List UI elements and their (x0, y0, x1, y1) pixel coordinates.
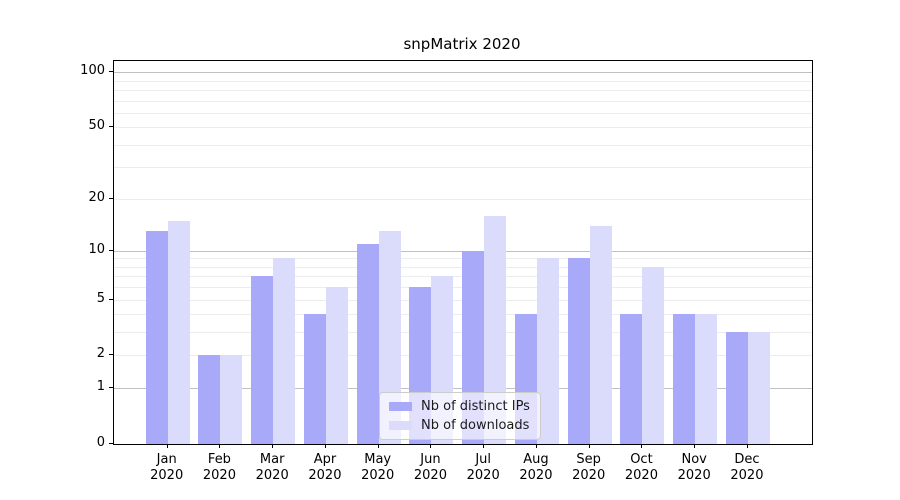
x-tick-label-jan: Jan 2020 (150, 452, 184, 483)
x-tick-mark (641, 444, 643, 448)
x-tick-label-oct: Oct 2020 (624, 452, 658, 483)
bar-nb-of-downloads-sep (589, 225, 612, 444)
grid-line-minor (114, 144, 812, 146)
plot-area: Nb of distinct IPs Nb of downloads (113, 60, 813, 445)
y-tick-label: 2 (96, 346, 105, 362)
bar-nb-of-distinct-ips-dec (725, 332, 748, 444)
x-tick-mark (483, 444, 485, 448)
legend-label-downloads: Nb of downloads (421, 418, 530, 433)
x-tick-label-nov: Nov 2020 (677, 452, 711, 483)
bar-nb-of-downloads-oct (642, 266, 665, 444)
grid-line-major (114, 72, 812, 74)
chart-title: snpMatrix 2020 (403, 35, 521, 53)
bar-nb-of-distinct-ips-mar (251, 276, 274, 444)
x-tick-label-apr: Apr 2020 (308, 452, 342, 483)
bar-nb-of-distinct-ips-feb (198, 355, 221, 444)
legend-swatch-distinct-ips (389, 402, 412, 411)
y-tick-mark (109, 443, 113, 444)
bar-nb-of-distinct-ips-apr (303, 314, 326, 444)
bar-nb-of-distinct-ips-sep (567, 258, 590, 444)
x-tick-mark (535, 444, 537, 448)
x-tick-label-may: May 2020 (361, 452, 395, 483)
bar-nb-of-downloads-mar (273, 258, 296, 444)
legend-item-downloads: Nb of downloads (389, 418, 530, 433)
y-tick-label: 5 (96, 290, 105, 306)
grid-line-minor (114, 198, 812, 200)
y-tick-label: 100 (80, 63, 105, 79)
x-tick-mark (166, 444, 168, 448)
x-tick-mark (588, 444, 590, 448)
x-tick-mark (377, 444, 379, 448)
x-tick-label-jun: Jun 2020 (413, 452, 447, 483)
bar-nb-of-distinct-ips-jan (145, 231, 168, 444)
grid-line-minor (114, 80, 812, 82)
x-tick-mark (430, 444, 432, 448)
x-tick-label-dec: Dec 2020 (730, 452, 764, 483)
x-tick-mark (324, 444, 326, 448)
grid-line-minor (114, 112, 812, 114)
bar-nb-of-downloads-dec (747, 332, 770, 444)
legend-item-distinct-ips: Nb of distinct IPs (389, 399, 530, 414)
y-tick-mark (109, 71, 113, 73)
y-tick-label: 0 (96, 435, 105, 450)
y-tick-label: 1 (96, 379, 105, 395)
bar-nb-of-downloads-feb (220, 355, 243, 444)
x-tick-mark (746, 444, 748, 448)
y-tick-label: 10 (88, 241, 105, 257)
x-tick-mark (272, 444, 274, 448)
grid-line-minor (114, 127, 812, 129)
bar-nb-of-distinct-ips-oct (620, 314, 643, 444)
y-tick-mark (109, 197, 113, 199)
grid-line-minor (114, 100, 812, 102)
bar-nb-of-downloads-may (378, 231, 401, 444)
grid-line-minor (114, 167, 812, 169)
bar-nb-of-downloads-aug (536, 258, 559, 444)
bar-nb-of-downloads-nov (695, 314, 718, 444)
bar-nb-of-distinct-ips-nov (673, 314, 696, 444)
y-tick-mark (109, 298, 113, 300)
y-tick-label: 50 (88, 118, 105, 134)
x-tick-label-sep: Sep 2020 (572, 452, 606, 483)
y-tick-mark (109, 249, 113, 251)
x-tick-mark (694, 444, 696, 448)
x-tick-label-mar: Mar 2020 (255, 452, 289, 483)
y-tick-mark (109, 126, 113, 128)
bar-nb-of-downloads-apr (325, 287, 348, 444)
x-tick-label-aug: Aug 2020 (519, 452, 553, 483)
y-tick-label: 20 (88, 189, 105, 205)
y-tick-mark (109, 354, 113, 356)
x-tick-label-jul: Jul 2020 (466, 452, 500, 483)
legend-label-distinct-ips: Nb of distinct IPs (421, 399, 530, 414)
x-tick-mark (219, 444, 221, 448)
grid-line-minor (114, 89, 812, 91)
x-tick-label-feb: Feb 2020 (202, 452, 236, 483)
bar-nb-of-downloads-jul (484, 215, 507, 444)
bar-nb-of-downloads-jan (167, 220, 190, 444)
legend-swatch-downloads (389, 421, 412, 430)
bar-nb-of-distinct-ips-may (356, 243, 379, 444)
y-tick-mark (109, 387, 113, 389)
legend: Nb of distinct IPs Nb of downloads (379, 392, 541, 440)
